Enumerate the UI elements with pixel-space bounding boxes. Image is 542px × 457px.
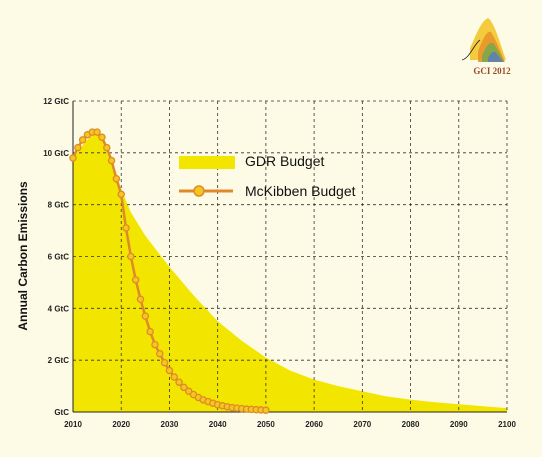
legend: GDR Budget McKibben Budget: [179, 153, 356, 199]
mckibben-point: [151, 340, 159, 349]
mckibben-point: [74, 143, 82, 152]
y-tick-label: 12 GtC: [43, 97, 69, 106]
logo-text: GCI 2012: [473, 66, 511, 76]
x-tick-label: 2020: [112, 420, 130, 429]
mckibben-point: [262, 406, 270, 414]
legend-swatch-mckibben-marker: [193, 185, 205, 197]
mckibben-point: [122, 224, 130, 232]
mckibben-point: [146, 327, 154, 336]
mckibben-point: [165, 366, 174, 375]
mckibben-point: [112, 174, 121, 183]
mckibben-point: [160, 359, 169, 367]
y-tick-label: 2 GtC: [48, 356, 70, 365]
gdr-budget-area: [73, 132, 507, 412]
x-tick-label: 2030: [161, 420, 179, 429]
y-tick-label: 10 GtC: [43, 149, 69, 158]
mckibben-point: [93, 128, 101, 136]
x-tick-label: 2070: [353, 420, 371, 429]
x-tick-label: 2100: [498, 420, 516, 429]
x-tick-label: 2090: [450, 420, 468, 429]
legend-swatch-gdr: [179, 156, 235, 169]
mckibben-point: [107, 156, 116, 165]
legend-label-gdr: GDR Budget: [245, 153, 324, 169]
mckibben-point: [180, 383, 188, 392]
mckibben-point: [78, 136, 87, 144]
y-axis-label: Annual Carbon Emissions: [16, 181, 30, 331]
plot-area: 2010 2020 2030 2040 2050 2060 2070 2080 2090 2100…: [43, 97, 516, 429]
x-tick-label: 2050: [257, 420, 275, 429]
y-tick-label: 8 GtC: [48, 201, 70, 210]
mckibben-point: [156, 349, 164, 358]
x-tick-label: 2060: [305, 420, 323, 429]
y-tick-label: 4 GtC: [48, 304, 70, 313]
y-tick-label: GtC: [54, 408, 69, 417]
mckibben-point: [131, 276, 140, 284]
mckibben-point: [141, 312, 150, 320]
mckibben-point: [69, 154, 77, 162]
mckibben-point: [175, 378, 183, 386]
x-tick-label: 2080: [402, 420, 420, 429]
mckibben-point: [136, 295, 145, 304]
legend-label-mckibben: McKibben Budget: [245, 183, 356, 199]
mckibben-point: [170, 373, 179, 381]
x-tick-label: 2010: [64, 420, 82, 429]
mckibben-point: [98, 133, 106, 142]
y-tick-label: 6 GtC: [48, 253, 70, 262]
mckibben-point: [117, 190, 125, 199]
gci-logo: GCI 2012: [461, 18, 511, 76]
x-tick-label: 2040: [209, 420, 227, 429]
mckibben-point: [103, 143, 111, 152]
mckibben-point: [127, 252, 135, 261]
